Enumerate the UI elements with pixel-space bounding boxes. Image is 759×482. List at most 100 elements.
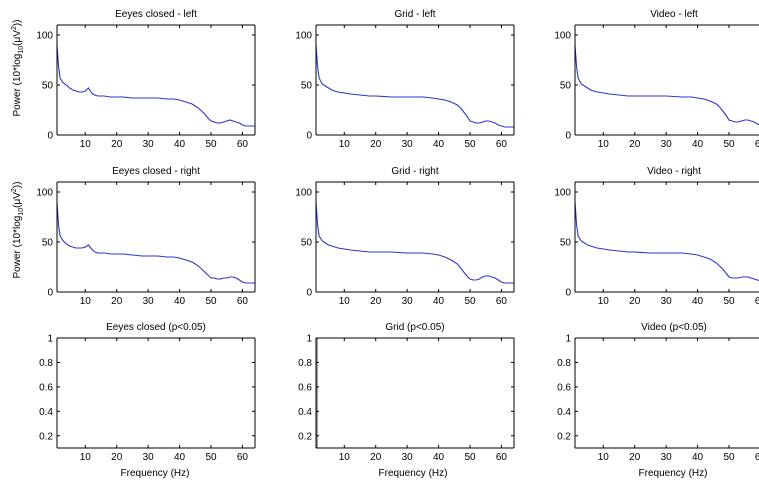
x-tick-label: 20 bbox=[111, 296, 123, 307]
y-tick-label: 0.8 bbox=[39, 358, 53, 369]
x-tick-label: 50 bbox=[723, 139, 735, 150]
x-tick-label: 10 bbox=[339, 296, 351, 307]
x-tick-label: 60 bbox=[755, 296, 759, 307]
x-tick-label: 40 bbox=[174, 139, 186, 150]
y-tick-label: 50 bbox=[560, 238, 572, 249]
ylabel-mu: μ bbox=[12, 37, 23, 43]
ylabel-superscript: 2 bbox=[11, 26, 18, 30]
ylabel-v: V bbox=[12, 192, 23, 199]
y-tick-label: 0.2 bbox=[39, 431, 53, 442]
x-tick-label: 30 bbox=[143, 452, 155, 463]
y-tick-label: 0.4 bbox=[557, 407, 571, 418]
subplot-1: Eeyes closed - left 10 20 30 40 50 60 0 50 100 bbox=[36, 9, 256, 150]
x-tick-label: 40 bbox=[433, 296, 445, 307]
subplot-title: Eeyes closed - left bbox=[115, 9, 197, 20]
x-tick-label: 40 bbox=[692, 452, 704, 463]
y-tick-label: 100 bbox=[554, 188, 571, 199]
x-axis-label-col-3: Frequency (Hz) bbox=[639, 468, 708, 479]
y-tick-label: 0 bbox=[565, 131, 571, 142]
ylabel-mu: μ bbox=[12, 199, 23, 205]
x-tick-label: 50 bbox=[723, 452, 735, 463]
x-tick-label: 20 bbox=[370, 296, 382, 307]
ylabel-main: Power (10*log bbox=[12, 216, 23, 279]
subplot-title: Video (p<0.05) bbox=[641, 322, 707, 333]
y-tick-label: 100 bbox=[295, 188, 312, 199]
x-tick-label: 10 bbox=[339, 139, 351, 150]
x-tick-label: 60 bbox=[237, 452, 249, 463]
data-line bbox=[574, 201, 759, 282]
y-tick-label: 0 bbox=[306, 131, 312, 142]
x-tick-label: 30 bbox=[143, 296, 155, 307]
ylabel-subscript: 10 bbox=[18, 46, 25, 54]
subplot-8: Grid (p<0.05) 10 20 30 40 50 60 0.2 0.4 0.6 0.8 1 bbox=[298, 322, 515, 463]
x-tick-label: 10 bbox=[598, 296, 610, 307]
subplot-3: Video - left 10 20 30 40 50 60 0 50 100 bbox=[554, 9, 759, 150]
ylabel-subscript: 10 bbox=[18, 208, 25, 216]
ylabel-main: Power (10*log bbox=[12, 54, 23, 117]
x-tick-label: 20 bbox=[629, 139, 641, 150]
y-tick-label: 100 bbox=[554, 31, 571, 42]
x-tick-label: 60 bbox=[496, 139, 508, 150]
ylabel-mid: ( bbox=[12, 42, 23, 46]
y-tick-label: 0 bbox=[306, 288, 312, 299]
x-tick-label: 40 bbox=[692, 296, 704, 307]
x-tick-label: 60 bbox=[237, 139, 249, 150]
subplot-6: Video - right 10 20 30 40 50 60 0 50 100 bbox=[554, 166, 759, 307]
subplot-title: Eeyes closed (p<0.05) bbox=[106, 322, 206, 333]
x-tick-label: 60 bbox=[755, 452, 759, 463]
y-tick-label: 0.8 bbox=[557, 358, 571, 369]
x-axis-label-col-1: Frequency (Hz) bbox=[121, 468, 190, 479]
ylabel-end: )) bbox=[12, 182, 23, 189]
subplot-title: Grid (p<0.05) bbox=[385, 322, 444, 333]
x-tick-label: 30 bbox=[402, 139, 414, 150]
y-tick-label: 0.2 bbox=[298, 431, 312, 442]
y-tick-label: 100 bbox=[36, 31, 53, 42]
x-tick-label: 20 bbox=[629, 296, 641, 307]
y-tick-label: 100 bbox=[295, 31, 312, 42]
subplot-title: Video - right bbox=[647, 166, 701, 177]
x-tick-label: 50 bbox=[464, 452, 476, 463]
data-line bbox=[315, 44, 514, 128]
y-tick-label: 0 bbox=[47, 288, 53, 299]
subplot-title: Grid - right bbox=[391, 166, 438, 177]
data-line bbox=[315, 201, 514, 284]
ylabel-v: V bbox=[12, 30, 23, 37]
x-tick-label: 50 bbox=[464, 296, 476, 307]
subplot-5: Grid - right 10 20 30 40 50 60 0 50 100 bbox=[295, 166, 515, 307]
significance-bar bbox=[316, 338, 318, 448]
x-tick-label: 10 bbox=[598, 139, 610, 150]
y-tick-label: 1 bbox=[565, 334, 571, 345]
y-axis-label-row-1: Power (10*log10(μV2)) bbox=[11, 20, 25, 117]
x-tick-label: 50 bbox=[205, 296, 217, 307]
y-tick-label: 0.6 bbox=[39, 382, 53, 393]
y-tick-label: 50 bbox=[301, 81, 313, 92]
subplot-title: Video - left bbox=[650, 9, 698, 20]
y-tick-label: 0.8 bbox=[298, 358, 312, 369]
y-tick-label: 0 bbox=[565, 288, 571, 299]
x-tick-label: 40 bbox=[433, 452, 445, 463]
y-tick-label: 1 bbox=[47, 334, 53, 345]
x-tick-label: 20 bbox=[370, 139, 382, 150]
y-tick-label: 1 bbox=[306, 334, 312, 345]
data-line bbox=[56, 44, 255, 127]
ylabel-mid: ( bbox=[12, 204, 23, 208]
y-tick-label: 0.4 bbox=[39, 407, 53, 418]
y-tick-label: 50 bbox=[560, 81, 572, 92]
x-tick-label: 10 bbox=[80, 139, 92, 150]
y-tick-label: 50 bbox=[301, 238, 313, 249]
y-tick-label: 0 bbox=[47, 131, 53, 142]
x-tick-label: 10 bbox=[80, 452, 92, 463]
subplot-9: Video (p<0.05) 10 20 30 40 50 60 0.2 0.4 0.6 0.8 1 bbox=[557, 322, 759, 463]
x-tick-label: 60 bbox=[755, 139, 759, 150]
subplot-2: Grid - left 10 20 30 40 50 60 0 50 100 bbox=[295, 9, 515, 150]
x-tick-label: 20 bbox=[111, 139, 123, 150]
y-tick-label: 0.6 bbox=[298, 382, 312, 393]
x-tick-label: 20 bbox=[629, 452, 641, 463]
x-tick-label: 40 bbox=[692, 139, 704, 150]
x-tick-label: 60 bbox=[496, 296, 508, 307]
x-tick-label: 30 bbox=[402, 296, 414, 307]
x-tick-label: 40 bbox=[174, 452, 186, 463]
x-tick-label: 10 bbox=[598, 452, 610, 463]
x-tick-label: 60 bbox=[237, 296, 249, 307]
